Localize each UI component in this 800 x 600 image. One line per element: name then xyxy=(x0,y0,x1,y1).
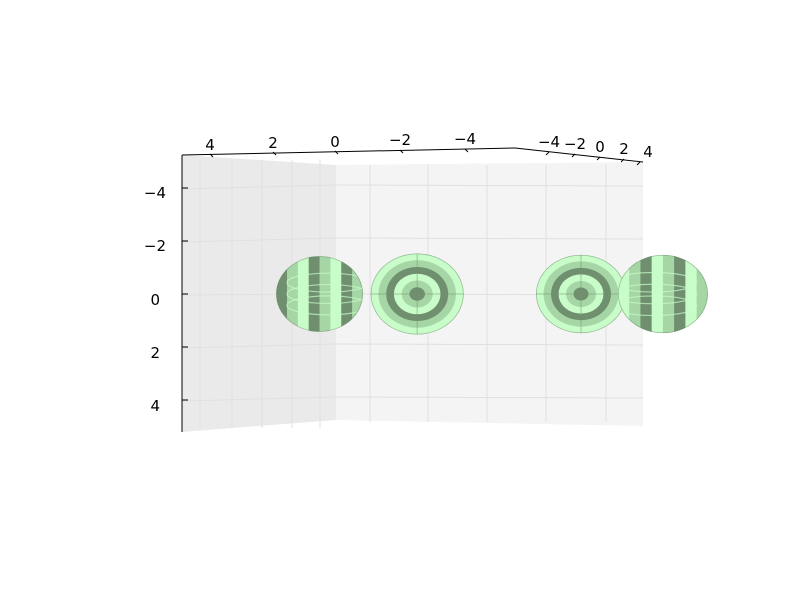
tick-label: 0 xyxy=(150,291,160,309)
grid-line xyxy=(335,237,644,240)
surfaces xyxy=(276,253,708,335)
grid-line xyxy=(181,184,337,190)
tick-label: −4 xyxy=(538,133,560,151)
tick-mark xyxy=(209,153,214,158)
tick-mark xyxy=(464,148,469,153)
tick-mark xyxy=(620,158,625,163)
tick-label: 4 xyxy=(150,397,160,415)
surface-ellipsoid xyxy=(536,254,626,334)
surface-band xyxy=(308,256,321,332)
tick-label: −4 xyxy=(454,130,476,148)
surface-contour xyxy=(617,295,698,317)
surface-band xyxy=(330,256,342,332)
tick-label: 2 xyxy=(150,344,160,362)
tick-mark xyxy=(334,150,339,155)
surface-band xyxy=(696,254,708,334)
top-left-axis-line xyxy=(181,147,516,156)
tick-label: −2 xyxy=(389,131,411,149)
grid-line xyxy=(335,396,644,399)
tick-label: −2 xyxy=(564,135,586,153)
tick-mark xyxy=(571,153,576,158)
tick-mark xyxy=(596,156,601,161)
surface-contour xyxy=(286,283,363,305)
tick-label: −4 xyxy=(144,184,166,202)
tick-mark xyxy=(636,161,641,166)
surface-band xyxy=(674,254,686,334)
grid-line xyxy=(181,396,337,402)
tick-mark xyxy=(545,151,550,156)
surface-band xyxy=(640,254,653,334)
surface-band xyxy=(651,254,664,334)
tick-label: 4 xyxy=(643,143,653,161)
tick-label: 4 xyxy=(205,136,215,154)
tick-mark xyxy=(272,151,277,156)
surface-band xyxy=(352,256,363,332)
tick-marks xyxy=(182,148,641,401)
surface-band xyxy=(629,254,641,334)
grid-line xyxy=(181,343,337,349)
surface-band xyxy=(287,256,299,332)
top-right-tick-labels: −4 −2 0 2 4 xyxy=(538,133,653,161)
surface-contour xyxy=(617,271,698,293)
tick-mark xyxy=(399,149,404,154)
left-pane xyxy=(182,155,336,432)
surface-band xyxy=(297,256,310,332)
surface-band xyxy=(341,256,353,332)
surface-ellipsoid xyxy=(370,253,464,335)
top-left-tick-labels: 4 2 0 −2 −4 xyxy=(205,130,476,154)
surface-contour xyxy=(286,272,363,293)
grid-line xyxy=(335,343,644,346)
grid-line xyxy=(335,184,644,187)
surface-pointed-ellipsoid xyxy=(276,256,363,332)
tick-label: 0 xyxy=(595,138,605,156)
tick-label: 2 xyxy=(619,140,629,158)
surface-contour xyxy=(286,295,363,316)
tick-label: 0 xyxy=(330,133,340,151)
surface-band xyxy=(319,256,331,332)
surface-band xyxy=(276,256,288,332)
surface-band xyxy=(685,254,698,334)
surface-band xyxy=(617,254,630,334)
surface-contour xyxy=(617,283,698,305)
surface-band xyxy=(662,254,675,334)
grid-line xyxy=(181,237,337,243)
tick-label: −2 xyxy=(144,237,166,255)
tick-label: 2 xyxy=(268,134,278,152)
top-right-axis-line xyxy=(514,147,644,163)
surface-pointed-ellipsoid xyxy=(617,254,708,334)
vertical-tick-labels: −4 −2 0 2 4 xyxy=(144,184,166,415)
